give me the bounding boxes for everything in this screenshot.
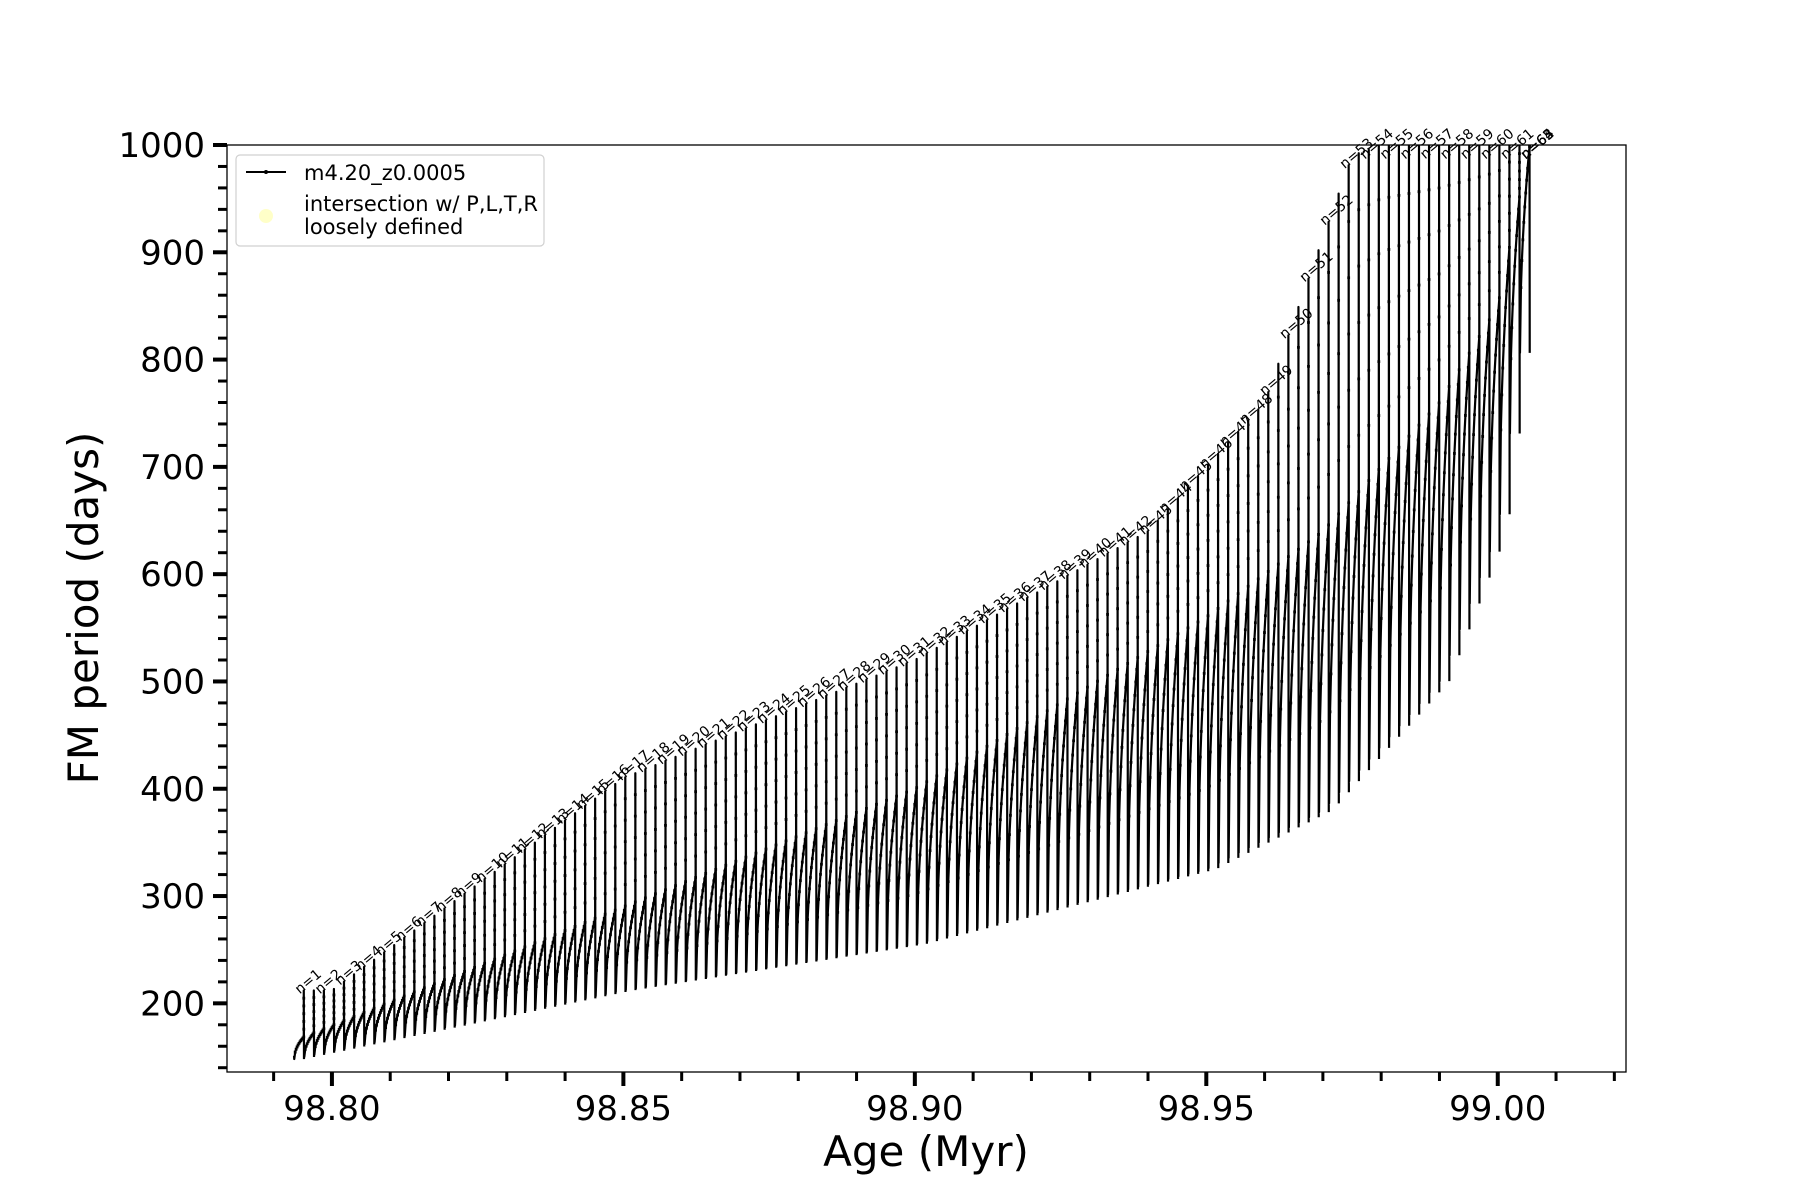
series-m4-20-z0-0005 <box>292 145 1531 1061</box>
x-tick-label: 98.95 <box>1158 1089 1255 1129</box>
axes: 98.80 98.85 98.90 98.95 99.00 200 300 400 500 600… <box>118 126 1616 1129</box>
series-layer <box>292 145 1531 1061</box>
series-markers <box>293 145 1531 1054</box>
y-axis-title: FM period (days) <box>59 432 108 785</box>
legend-box <box>235 154 545 247</box>
x-tick-label: 98.90 <box>866 1089 963 1129</box>
x-tick-label: 98.85 <box>575 1089 672 1129</box>
legend-dot-marker <box>264 170 268 174</box>
plot-frame <box>226 144 1627 1073</box>
legend-intersection-label-line2: loosely defined <box>304 215 463 239</box>
legend-intersection-marker <box>259 209 273 223</box>
y-tick-label: 1000 <box>118 126 205 166</box>
y-tick-label: 900 <box>140 233 205 273</box>
y-tick-label: 500 <box>140 662 205 702</box>
y-tick-label: 800 <box>140 341 205 381</box>
legend-series-label: m4.20_z0.0005 <box>304 161 466 186</box>
y-tick-label: 700 <box>140 448 205 488</box>
y-tick-label: 400 <box>140 770 205 810</box>
legend-intersection-label-line1: intersection w/ P,L,T,R <box>304 192 538 216</box>
y-tick-label: 300 <box>140 877 205 917</box>
x-tick-label: 98.80 <box>283 1089 380 1129</box>
legend: m4.20_z0.0005 intersection w/ P,L,T,R lo… <box>235 154 545 247</box>
y-tick-label: 600 <box>140 555 205 595</box>
x-axis-title: Age (Myr) <box>823 1127 1029 1176</box>
y-tick-label: 200 <box>140 984 205 1024</box>
x-tick-label: 99.00 <box>1449 1089 1546 1129</box>
